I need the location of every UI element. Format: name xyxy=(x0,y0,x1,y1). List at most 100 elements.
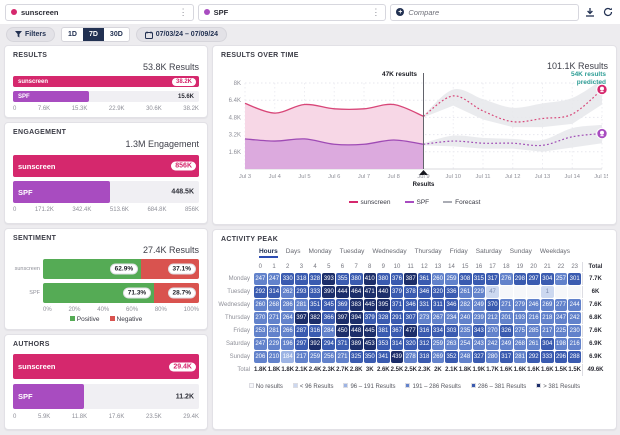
heatmap-cell[interactable]: 259 xyxy=(445,273,458,285)
heatmap-cell[interactable]: 267 xyxy=(431,312,445,324)
heatmap-cell[interactable]: 304 xyxy=(540,338,554,350)
heatmap-cell[interactable]: 247 xyxy=(554,312,568,324)
heatmap-cell[interactable] xyxy=(527,286,540,298)
heatmap-cell[interactable]: 331 xyxy=(418,299,431,311)
heatmap-cell[interactable]: 294 xyxy=(322,338,336,350)
heatmap-cell[interactable]: 263 xyxy=(445,338,458,350)
heatmap-cell[interactable]: 298 xyxy=(513,273,527,285)
sentiment-bar-SPF[interactable]: 71.3% 28.7% xyxy=(43,283,199,303)
heatmap-cell[interactable]: 366 xyxy=(322,312,336,324)
heatmap-cell[interactable]: 361 xyxy=(418,273,431,285)
heatmap-cell[interactable]: 266 xyxy=(281,325,295,337)
heatmap-cell[interactable]: 308 xyxy=(458,273,472,285)
heatmap-cell[interactable]: 353 xyxy=(376,338,390,350)
tab-wednesday[interactable]: Wednesday xyxy=(372,248,407,255)
heatmap-cell[interactable]: 234 xyxy=(445,312,458,324)
tab-hours[interactable]: Hours xyxy=(258,248,278,258)
heatmap-cell[interactable] xyxy=(568,286,581,298)
heatmap-cell[interactable]: 264 xyxy=(281,312,295,324)
heatmap-cell[interactable]: 291 xyxy=(390,312,404,324)
filters-button[interactable]: Filters xyxy=(6,27,56,42)
heatmap-cell[interactable]: 280 xyxy=(486,351,499,363)
heatmap-cell[interactable]: 440 xyxy=(376,286,390,298)
query-field-1[interactable]: sunscreen ⋮ xyxy=(5,3,194,21)
heatmap-cell[interactable]: 270 xyxy=(486,325,499,337)
heatmap-cell[interactable]: 318 xyxy=(418,351,431,363)
heatmap-cell[interactable]: 392 xyxy=(308,338,322,350)
heatmap-cell[interactable]: 333 xyxy=(308,286,322,298)
heatmap-cell[interactable]: 333 xyxy=(540,351,554,363)
heatmap-cell[interactable]: 225 xyxy=(554,325,568,337)
heatmap-cell[interactable]: 346 xyxy=(404,299,417,311)
heatmap-cell[interactable]: 259 xyxy=(431,338,445,350)
tab-friday[interactable]: Friday xyxy=(449,248,468,255)
heatmap-cell[interactable]: 312 xyxy=(418,338,431,350)
heatmap-cell[interactable]: 229 xyxy=(472,286,486,298)
heatmap-cell[interactable]: 343 xyxy=(472,325,486,337)
heatmap-cell[interactable]: 242 xyxy=(486,338,499,350)
bar-sunscreen[interactable]: sunscreen xyxy=(13,76,199,87)
heatmap-cell[interactable]: 261 xyxy=(527,338,540,350)
heatmap-cell[interactable]: 247 xyxy=(254,273,267,285)
heatmap-cell[interactable]: 450 xyxy=(336,325,349,337)
heatmap-cell[interactable]: 268 xyxy=(513,338,527,350)
heatmap-cell[interactable]: 281 xyxy=(295,299,308,311)
heatmap-cell[interactable]: 260 xyxy=(431,273,445,285)
heatmap-cell[interactable]: 230 xyxy=(568,325,581,337)
heatmap-cell[interactable]: 464 xyxy=(349,286,363,298)
heatmap-cell[interactable]: 326 xyxy=(499,325,513,337)
heatmap-cell[interactable]: 345 xyxy=(322,299,336,311)
heatmap-cell[interactable]: 271 xyxy=(499,299,513,311)
bar-SPF[interactable]: SPF xyxy=(13,384,84,409)
heatmap-cell[interactable]: 256 xyxy=(322,351,336,363)
heatmap-cell[interactable]: 390 xyxy=(322,286,336,298)
tab-weekdays[interactable]: Weekdays xyxy=(539,248,571,255)
heatmap-cell[interactable]: 285 xyxy=(527,325,540,337)
download-icon[interactable] xyxy=(583,4,597,20)
heatmap-cell[interactable]: 393 xyxy=(322,273,336,285)
heatmap-cell[interactable]: 314 xyxy=(267,286,281,298)
heatmap-cell[interactable]: 311 xyxy=(431,299,445,311)
heatmap-cell[interactable]: 206 xyxy=(254,351,267,363)
heatmap-cell[interactable]: 325 xyxy=(349,351,363,363)
heatmap-cell[interactable]: 193 xyxy=(513,312,527,324)
heatmap-cell[interactable]: 350 xyxy=(363,351,376,363)
tab-thursday[interactable]: Thursday xyxy=(414,248,442,255)
heatmap-cell[interactable]: 275 xyxy=(513,325,527,337)
heatmap-cell[interactable]: 379 xyxy=(363,312,376,324)
tab-days[interactable]: Days xyxy=(285,248,301,255)
heatmap-cell[interactable]: 389 xyxy=(349,338,363,350)
tab-sunday[interactable]: Sunday xyxy=(509,248,532,255)
heatmap-cell[interactable] xyxy=(554,286,568,298)
heatmap-cell[interactable]: 397 xyxy=(336,312,349,324)
heatmap-cell[interactable]: 380 xyxy=(376,273,390,285)
heatmap-cell[interactable]: 341 xyxy=(376,351,390,363)
heatmap-cell[interactable]: 367 xyxy=(390,325,404,337)
heatmap-cell[interactable]: 292 xyxy=(527,351,540,363)
heatmap-cell[interactable]: 397 xyxy=(295,312,308,324)
heatmap-cell[interactable]: 351 xyxy=(308,299,322,311)
tab-monday[interactable]: Monday xyxy=(308,248,332,255)
refresh-icon[interactable] xyxy=(601,4,615,20)
heatmap-cell[interactable]: 304 xyxy=(540,273,554,285)
heatmap-cell[interactable]: 284 xyxy=(322,325,336,337)
heatmap-cell[interactable]: 249 xyxy=(499,338,513,350)
heatmap-cell[interactable]: 453 xyxy=(363,338,376,350)
heatmap-cell[interactable]: 387 xyxy=(404,273,417,285)
tab-tuesday[interactable]: Tuesday xyxy=(339,248,365,255)
heatmap-cell[interactable]: 444 xyxy=(336,286,349,298)
heatmap-cell[interactable]: 47 xyxy=(486,286,499,298)
heatmap-cell[interactable]: 216 xyxy=(568,338,581,350)
heatmap-cell[interactable]: 381 xyxy=(376,325,390,337)
heatmap-cell[interactable]: 307 xyxy=(404,312,417,324)
heatmap-cell[interactable]: 395 xyxy=(376,299,390,311)
heatmap-cell[interactable]: 346 xyxy=(418,286,431,298)
heatmap-cell[interactable]: 249 xyxy=(472,299,486,311)
heatmap-cell[interactable]: 380 xyxy=(349,273,363,285)
heatmap-cell[interactable]: 293 xyxy=(295,286,308,298)
query-field-2[interactable]: SPF ⋮ xyxy=(197,3,387,21)
heatmap-cell[interactable]: 320 xyxy=(431,286,445,298)
query2-menu-icon[interactable]: ⋮ xyxy=(371,6,381,17)
heatmap-cell[interactable]: 270 xyxy=(254,312,267,324)
heatmap-cell[interactable]: 471 xyxy=(363,286,376,298)
